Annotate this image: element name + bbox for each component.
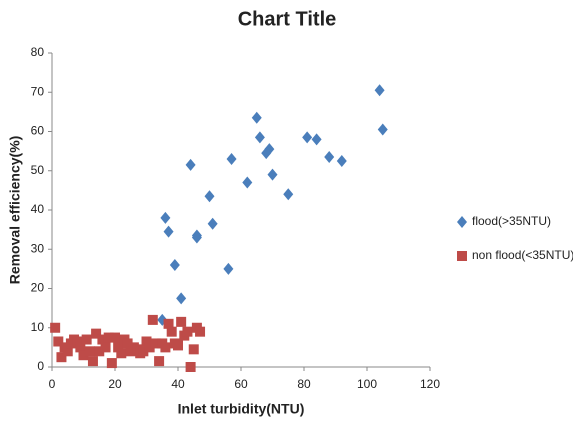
legend-marker	[457, 216, 467, 228]
point	[84, 346, 95, 357]
point	[254, 131, 265, 144]
point	[204, 190, 215, 203]
point	[176, 316, 187, 327]
point	[166, 326, 177, 337]
point	[106, 358, 117, 369]
point	[374, 84, 385, 97]
point	[87, 356, 98, 367]
point	[50, 322, 61, 333]
point	[226, 152, 237, 165]
point	[103, 332, 114, 343]
point	[242, 176, 253, 189]
point	[176, 292, 187, 305]
x-tick-label: 20	[108, 377, 122, 391]
point	[267, 168, 278, 181]
point	[154, 356, 165, 367]
x-tick-label: 80	[297, 377, 311, 391]
point	[144, 342, 155, 353]
point	[185, 158, 196, 171]
y-tick-label: 50	[31, 163, 45, 177]
y-tick-label: 70	[31, 84, 45, 98]
x-tick-label: 100	[357, 377, 377, 391]
point	[185, 362, 196, 372]
point	[324, 151, 335, 164]
point	[150, 338, 161, 349]
point	[311, 133, 322, 146]
point	[207, 217, 218, 230]
legend-label: non flood(<35NTU)	[472, 248, 573, 262]
point	[75, 342, 86, 353]
x-tick-label: 60	[234, 377, 248, 391]
point	[264, 143, 275, 156]
y-tick-label: 40	[31, 202, 45, 216]
point	[302, 131, 313, 144]
point	[336, 154, 347, 167]
point	[62, 346, 73, 357]
chart-title: Chart Title	[238, 8, 337, 30]
point	[163, 318, 174, 329]
point	[147, 314, 158, 325]
point	[100, 342, 111, 353]
point	[94, 346, 105, 357]
x-tick-label: 40	[171, 377, 185, 391]
y-tick-label: 30	[31, 241, 45, 255]
point	[116, 348, 127, 359]
point	[113, 342, 124, 353]
y-tick-label: 60	[31, 124, 45, 138]
x-tick-label: 120	[420, 377, 440, 391]
point	[188, 344, 199, 355]
y-tick-label: 10	[31, 320, 45, 334]
point	[97, 334, 108, 345]
legend-marker	[457, 251, 467, 261]
point	[56, 352, 67, 363]
point	[163, 225, 174, 238]
y-tick-label: 20	[31, 281, 45, 295]
y-tick-label: 80	[31, 45, 45, 59]
point	[195, 326, 206, 337]
y-axis-title: Removal efficiency(%)	[7, 136, 23, 285]
point	[160, 342, 171, 353]
point	[169, 258, 180, 271]
y-tick-label: 0	[37, 359, 44, 373]
x-tick-label: 0	[49, 377, 56, 391]
point	[72, 336, 83, 347]
point	[110, 332, 120, 343]
point	[81, 334, 92, 345]
x-axis-title: Inlet turbidity(NTU)	[178, 401, 305, 417]
point	[191, 229, 202, 242]
point	[141, 336, 152, 347]
point	[223, 262, 234, 275]
point	[138, 346, 149, 357]
point	[283, 188, 294, 201]
point	[122, 338, 133, 349]
point	[251, 111, 262, 124]
point	[160, 211, 171, 224]
point	[377, 123, 388, 136]
legend-label: flood(>35NTU)	[472, 214, 551, 228]
point	[173, 340, 183, 351]
point	[53, 336, 64, 347]
point	[91, 328, 102, 339]
point	[182, 326, 193, 337]
point	[78, 350, 89, 361]
